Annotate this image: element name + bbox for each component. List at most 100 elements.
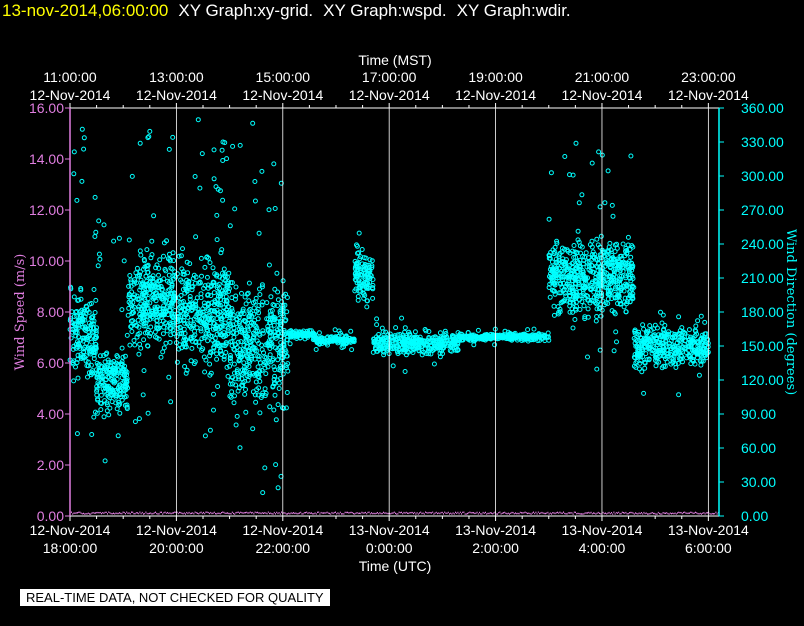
- wdir-point: [183, 312, 189, 318]
- wspd-point: [104, 511, 106, 514]
- wspd-point: [541, 511, 543, 514]
- wdir-point: [136, 416, 142, 422]
- wspd-point: [237, 511, 239, 513]
- wdir-point: [216, 281, 222, 287]
- wdir-point: [215, 186, 221, 192]
- wdir-point: [221, 356, 227, 362]
- wspd-point: [151, 513, 153, 515]
- wspd-point: [416, 512, 418, 514]
- wdir-point: [696, 372, 702, 378]
- wdir-point: [283, 363, 289, 368]
- wspd-point: [217, 512, 219, 515]
- wdir-point: [507, 336, 513, 342]
- wdir-point: [227, 358, 233, 364]
- wdir-point: [96, 251, 102, 257]
- top-tick-date-2: 12-Nov-2014: [242, 87, 323, 103]
- wdir-point: [437, 354, 443, 360]
- wdir-point: [124, 378, 130, 384]
- wdir-point: [272, 332, 278, 338]
- wspd-point: [461, 513, 462, 515]
- wdir-point: [594, 236, 600, 242]
- wdir-point: [99, 364, 105, 369]
- wdir-point: [356, 288, 362, 294]
- wdir-point: [198, 255, 204, 261]
- wspd-point: [426, 511, 428, 514]
- wspd-point: [583, 513, 585, 515]
- wdir-point: [558, 268, 564, 274]
- wdir-point: [278, 180, 284, 186]
- left-tick-label-5: 10.00: [29, 253, 64, 269]
- wdir-point: [613, 284, 619, 290]
- wdir-point: [187, 296, 193, 302]
- wspd-point: [181, 512, 183, 514]
- wdir-point: [583, 275, 589, 281]
- wdir-point: [97, 353, 103, 359]
- wspd-point: [319, 513, 321, 515]
- wspd-point: [527, 512, 528, 515]
- wspd-point: [560, 512, 562, 514]
- wdir-point: [273, 417, 279, 423]
- top-tick-time-3: 17:00:00: [362, 69, 417, 85]
- wspd-point: [380, 512, 382, 515]
- wdir-point: [598, 313, 604, 319]
- wdir-point: [101, 366, 107, 372]
- wdir-point: [611, 269, 617, 275]
- wspd-point: [73, 512, 75, 514]
- wdir-point: [124, 332, 130, 338]
- wspd-point: [261, 512, 263, 514]
- wdir-point: [430, 345, 436, 351]
- wspd-point: [203, 511, 204, 514]
- wdir-point: [188, 317, 194, 323]
- wdir-point: [113, 400, 119, 406]
- wdir-point: [112, 362, 117, 368]
- wdir-point: [552, 244, 558, 250]
- wspd-point: [345, 511, 347, 514]
- wdir-point: [132, 419, 138, 425]
- wdir-point: [143, 282, 149, 288]
- wdir-point: [84, 307, 90, 313]
- wdir-point: [129, 289, 135, 295]
- wspd-point: [315, 513, 317, 515]
- wdir-point: [178, 277, 184, 283]
- wspd-point: [440, 511, 442, 514]
- wdir-point: [204, 325, 210, 331]
- wspd-point: [153, 512, 155, 514]
- wspd-point: [290, 512, 292, 514]
- wdir-point: [78, 287, 84, 293]
- wdir-point: [630, 244, 636, 250]
- wdir-point: [635, 348, 641, 354]
- bottom-tick-time-2: 22:00:00: [256, 540, 311, 556]
- wdir-point: [136, 324, 142, 330]
- wdir-point: [111, 380, 117, 386]
- wdir-point: [567, 263, 573, 268]
- wspd-point: [479, 511, 480, 514]
- wdir-point: [431, 361, 437, 367]
- wdir-point: [693, 323, 699, 329]
- wdir-point: [593, 318, 599, 324]
- bottom-tick-time-1: 20:00:00: [149, 540, 204, 556]
- wspd-point: [458, 512, 460, 515]
- wspd-point: [161, 511, 162, 513]
- wdir-point: [260, 330, 266, 336]
- wdir-point: [252, 347, 258, 353]
- wspd-point: [669, 512, 671, 514]
- wdir-point: [402, 325, 408, 331]
- wspd-point: [600, 513, 602, 515]
- wdir-point: [412, 329, 418, 335]
- wdir-point: [442, 335, 448, 341]
- wspd-point: [284, 512, 286, 514]
- wdir-point: [232, 347, 238, 353]
- wspd-point: [134, 513, 136, 515]
- wdir-point: [231, 400, 237, 406]
- wspd-point: [470, 512, 472, 514]
- wdir-point: [571, 275, 577, 281]
- wdir-point: [390, 363, 396, 369]
- wdir-point: [462, 333, 468, 339]
- wdir-point: [127, 273, 133, 278]
- wdir-point: [140, 392, 146, 398]
- wdir-point: [204, 308, 210, 314]
- wdir-point: [622, 295, 628, 301]
- wdir-point: [254, 387, 260, 393]
- wdir-point: [457, 331, 463, 337]
- wdir-point: [396, 347, 402, 353]
